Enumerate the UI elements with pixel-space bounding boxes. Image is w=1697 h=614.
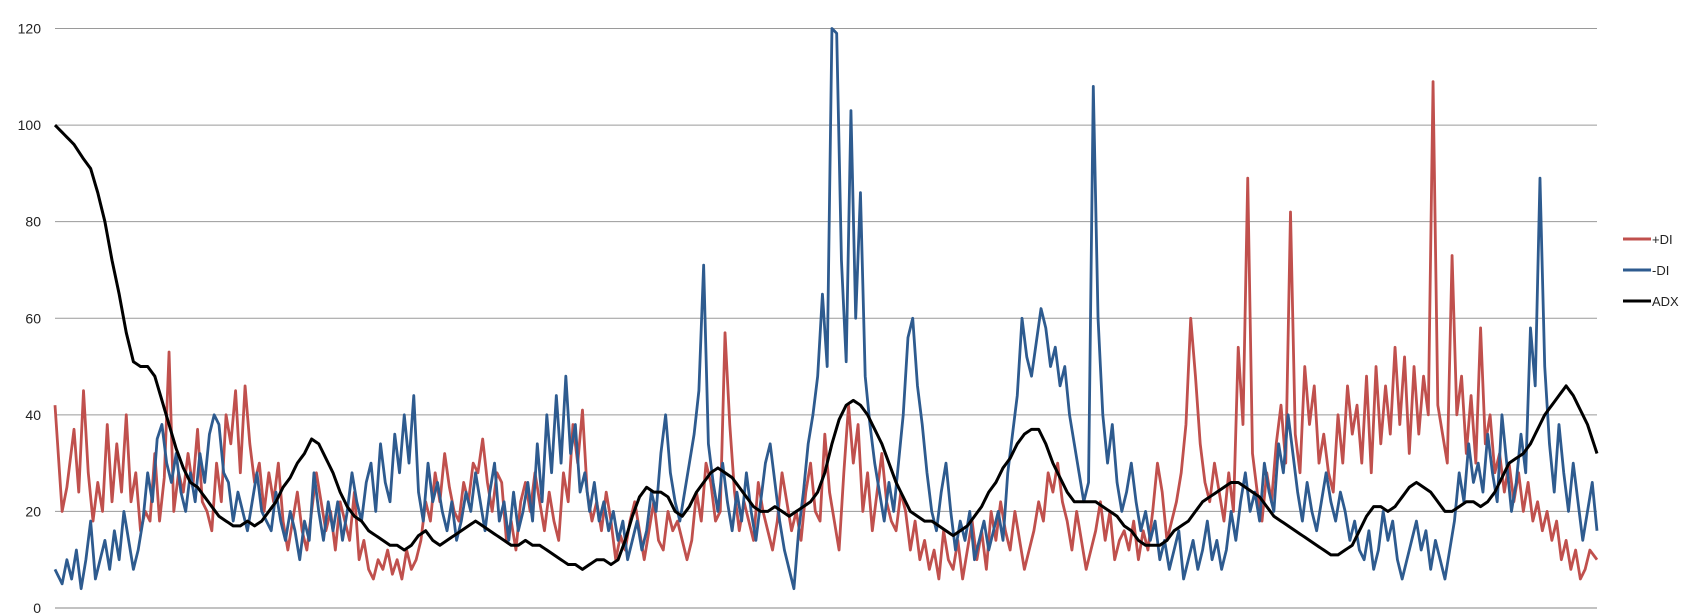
legend-item-adx: ADX xyxy=(1623,294,1679,309)
y-tick-label-120: 120 xyxy=(18,21,42,37)
y-tick-label-40: 40 xyxy=(25,407,41,423)
series-line-minus-di xyxy=(53,27,1599,591)
series-lines xyxy=(53,27,1599,591)
legend-label-plus-di: +DI xyxy=(1652,232,1673,247)
y-tick-label-60: 60 xyxy=(25,310,41,326)
legend-label-adx: ADX xyxy=(1652,294,1679,309)
legend: +DI -DI ADX xyxy=(1623,232,1679,309)
y-tick-label-20: 20 xyxy=(25,503,41,519)
legend-label-minus-di: -DI xyxy=(1652,263,1669,278)
y-tick-label-0: 0 xyxy=(33,600,41,614)
y-tick-label-100: 100 xyxy=(18,117,42,133)
y-tick-label-80: 80 xyxy=(25,214,41,230)
y-axis-tick-labels: 0 20 40 60 80 100 120 xyxy=(18,21,42,614)
series-line-adx xyxy=(53,124,1599,571)
legend-item-minus-di: -DI xyxy=(1623,263,1669,278)
legend-item-plus-di: +DI xyxy=(1623,232,1673,247)
